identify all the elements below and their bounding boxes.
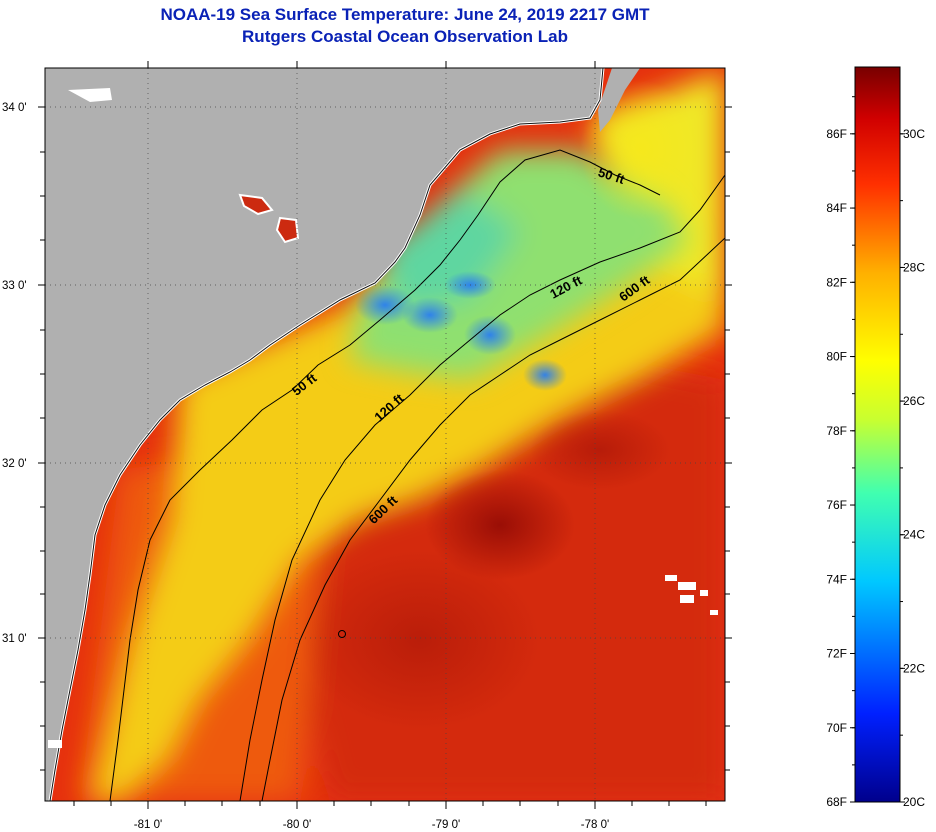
lat-label: 31 0' (2, 633, 27, 645)
colorbar-label-f: 76F (826, 498, 847, 512)
colorbar-label-c: 28C (903, 260, 925, 274)
colorbar-label-f: 68F (826, 795, 847, 809)
map-frame (44, 67, 726, 802)
colorbar-label-f: 74F (826, 572, 847, 586)
land-mass (45, 68, 603, 801)
colorbar-label-f: 86F (826, 127, 847, 141)
contour-120ft (239, 174, 725, 801)
colorbar-label-f: 70F (826, 721, 847, 735)
map-subtitle: Rutgers Coastal Ocean Observation Lab (242, 27, 568, 46)
colorbar-label-c: 30C (903, 127, 925, 141)
lat-label: 34 0' (2, 102, 27, 114)
colorbar-label-c: 20C (903, 795, 925, 809)
map-title: NOAA-19 Sea Surface Temperature: June 24… (160, 5, 650, 24)
lat-label: 33 0' (2, 280, 27, 292)
contour-50ft (109, 149, 661, 801)
lon-label: -79 0' (432, 819, 460, 831)
lat-label: 32 0' (2, 458, 27, 470)
lon-label: -81 0' (134, 819, 162, 831)
colorbar-label-f: 84F (826, 201, 847, 215)
colorbar-label-f: 78F (826, 424, 847, 438)
colorbar-label-c: 22C (903, 661, 925, 675)
colorbar-labels: 86F 84F 82F 80F 78F 76F 74F 72F 70F 68F 30C 28C 26C 2… (826, 127, 925, 809)
colorbar-label-c: 26C (903, 394, 925, 408)
lon-label: -80 0' (283, 819, 311, 831)
axis-ticks (38, 61, 732, 809)
contour-600ft (261, 237, 725, 801)
colorbar (854, 66, 901, 803)
colorbar-ticks (850, 96, 905, 803)
sst-image (45, 68, 725, 801)
colorbar-label-f: 72F (826, 647, 847, 661)
site-marker (338, 630, 346, 638)
lon-label: -78 0' (581, 819, 609, 831)
colorbar-label-c: 24C (903, 528, 925, 542)
colorbar-label-f: 80F (826, 350, 847, 364)
graticule (45, 68, 725, 801)
colorbar-label-f: 82F (826, 275, 847, 289)
